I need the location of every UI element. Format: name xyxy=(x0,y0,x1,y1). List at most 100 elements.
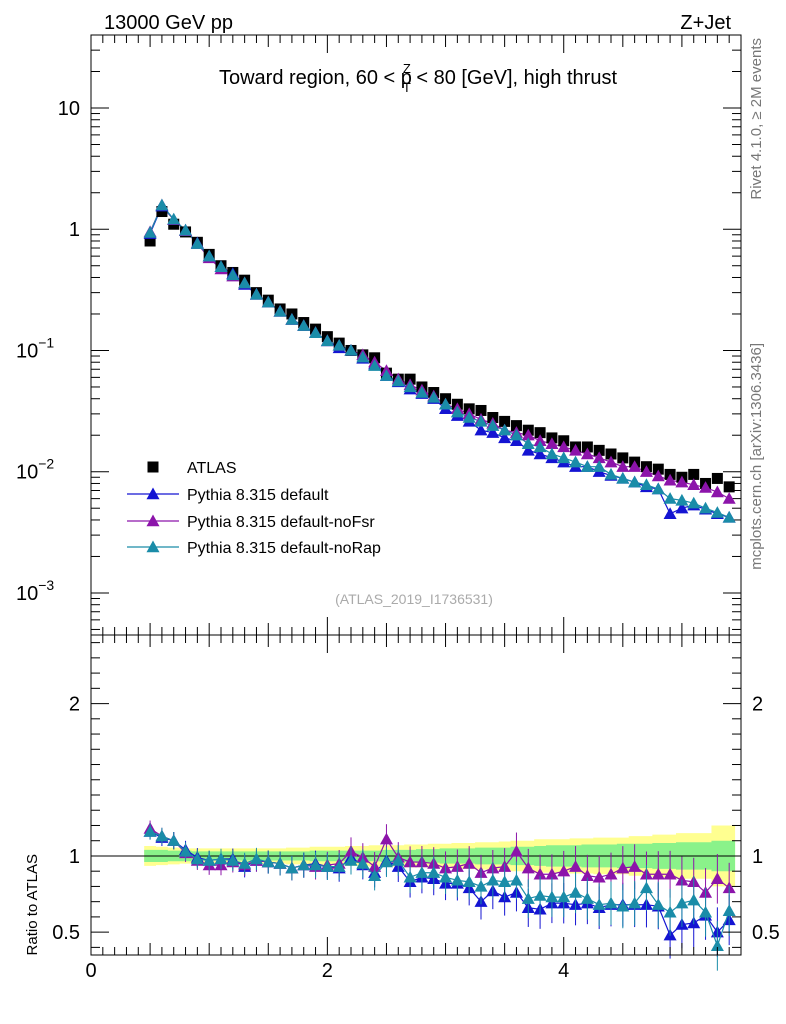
pythia-8-315-default-norap-ratio-point xyxy=(722,904,736,917)
main-y-tick-label: 10−3 xyxy=(16,577,54,605)
legend-label-pythia-8-315-default-norap: Pythia 8.315 default-noRap xyxy=(187,540,381,557)
pythia-8-315-default-norap-point xyxy=(297,319,311,331)
atlas-point xyxy=(617,452,629,464)
legend: ATLAS Pythia 8.315 default Pythia 8.315 de… xyxy=(127,460,381,557)
main-y-tick-label-exp: −3 xyxy=(38,577,54,593)
pythia-8-315-default-norap-point xyxy=(628,475,642,488)
pythia-8-315-default-norap-ratio-point xyxy=(474,879,488,892)
legend-entry-pythia-8-315-default-nofsr: Pythia 8.315 default-noFsr xyxy=(127,514,375,531)
legend-marker-pythia-8-315-default-nofsr xyxy=(146,514,160,527)
pythia-8-315-default-nofsr-ratio-point xyxy=(509,844,523,857)
pythia-8-315-default-norap-point xyxy=(651,482,665,495)
pythia-8-315-default-norap-ratio-point xyxy=(309,858,323,871)
pythia-8-315-default-norap-point xyxy=(309,326,323,338)
pythia-8-315-default-norap-point xyxy=(722,510,736,523)
pythia-8-315-default-norap-point xyxy=(190,237,204,249)
pythia-8-315-default-point xyxy=(663,507,677,519)
pythia-8-315-default-norap-ratio-point xyxy=(569,886,583,898)
pythia-8-315-default-nofsr-point xyxy=(592,451,606,464)
pythia-8-315-default-norap-ratio-point xyxy=(320,860,334,872)
legend-entry-pythia-8-315-default-norap: Pythia 8.315 default-noRap xyxy=(127,540,381,557)
pythia-8-315-default-norap-point xyxy=(143,225,157,238)
pythia-8-315-default-norap-ratio-point xyxy=(214,852,228,865)
pythia-8-315-default-norap-ratio-point xyxy=(368,869,382,881)
pythia-8-315-default-norap-ratio-point xyxy=(628,896,642,909)
pythia-8-315-default-nofsr-ratio-point xyxy=(710,872,724,885)
atlas-point xyxy=(475,404,487,416)
pythia-8-315-default-norap-point xyxy=(675,493,689,506)
pythia-8-315-default-nofsr-ratio-point xyxy=(604,867,618,880)
main-data-series xyxy=(143,198,736,523)
atlas-point xyxy=(581,441,593,453)
ratio-y-axis: 2 2 1 1 0.5 0.5 xyxy=(52,642,780,948)
analysis-watermark: (ATLAS_2019_I1736531) xyxy=(335,591,493,607)
ratio-x-tick-label: 2 xyxy=(322,960,333,982)
pythia-8-315-default-norap-point xyxy=(580,460,594,472)
main-y-tick-label: 10 xyxy=(58,98,80,120)
ratio-y-tick-label-left: 1 xyxy=(69,846,80,868)
atlas-point xyxy=(711,472,723,484)
pythia-8-315-default-norap-point xyxy=(639,478,653,490)
plot-title: Toward region, 60 < pZ T < 80 [GeV], high… xyxy=(219,61,617,95)
pythia-8-315-default-point xyxy=(533,447,547,460)
pythia-8-315-default-norap-ratio-point xyxy=(486,873,500,886)
atlas-point xyxy=(723,481,735,493)
ratio-x-tick-label: 4 xyxy=(558,960,569,982)
pythia-8-315-default-nofsr-line xyxy=(149,204,730,500)
atlas-point xyxy=(144,235,156,247)
pythia-8-315-default-nofsr-point xyxy=(639,465,653,477)
main-y-tick-label-base: 10 xyxy=(16,340,38,362)
main-y-tick-label-exp: −2 xyxy=(38,456,54,472)
pythia-8-315-default-norap-point xyxy=(238,276,252,289)
pythia-8-315-default-norap-point xyxy=(533,440,547,453)
pythia-8-315-default-norap-ratio-point xyxy=(533,889,547,901)
pythia-8-315-default-norap-point xyxy=(403,380,417,393)
pythia-8-315-default-nofsr-ratio-point xyxy=(569,860,583,872)
pythia-8-315-default-point xyxy=(675,501,689,514)
pythia-8-315-default-norap-point xyxy=(356,350,370,363)
legend-entry-pythia-8-315-default: Pythia 8.315 default xyxy=(127,487,329,504)
ratio-y-tick-label-right: 0.5 xyxy=(752,922,780,944)
pythia-8-315-default-norap-ratio-point xyxy=(344,854,358,866)
main-y-tick-label: 10−2 xyxy=(16,456,54,484)
pythia-8-315-default-nofsr-point xyxy=(722,492,736,504)
pythia-8-315-default-norap-ratio-point xyxy=(651,898,665,910)
pythia-8-315-default-norap-point xyxy=(261,295,275,308)
pythia-8-315-default-norap-ratio-point xyxy=(356,857,370,869)
ratio-data-series xyxy=(143,820,736,971)
pythia-8-315-default-norap-point xyxy=(391,374,405,387)
pythia-8-315-default-norap-ratio-point xyxy=(179,844,193,857)
pythia-8-315-default-norap-ratio-point xyxy=(580,892,594,904)
pythia-8-315-default-nofsr-point xyxy=(616,460,630,472)
pythia-8-315-default-nofsr-ratio-point xyxy=(580,869,594,881)
pythia-8-315-default-norap-point xyxy=(415,386,429,398)
pythia-8-315-default-norap-point xyxy=(557,451,571,464)
plot-title-sub: T xyxy=(403,80,411,95)
pythia-8-315-default-point xyxy=(486,426,500,438)
pythia-8-315-default-norap-point xyxy=(509,428,523,441)
pythia-8-315-default-norap-point xyxy=(545,447,559,460)
pythia-8-315-default-norap-point xyxy=(226,268,240,281)
pythia-8-315-default-norap-point xyxy=(474,414,488,427)
pythia-8-315-default-norap-ratio-point xyxy=(143,825,157,837)
pythia-8-315-default-norap-ratio-point xyxy=(439,870,453,883)
pythia-8-315-default-norap-ratio-point xyxy=(391,854,405,866)
pythia-8-315-default-nofsr-ratio-point xyxy=(592,870,606,883)
atlas-point xyxy=(652,463,664,475)
pythia-8-315-default-norap-ratio-point xyxy=(261,855,275,868)
pythia-8-315-default-norap-ratio-point xyxy=(297,858,311,871)
mcplots-source-label: mcplots.cern.ch [arXiv:1306.3436] xyxy=(748,343,765,570)
process-label: Z+Jet xyxy=(680,12,731,34)
pythia-8-315-default-norap-ratio-point xyxy=(521,892,535,904)
pythia-8-315-default-norap-ratio-point xyxy=(509,873,523,886)
pythia-8-315-default-norap-ratio-point xyxy=(415,866,429,878)
pythia-8-315-default-norap-ratio-point xyxy=(427,866,441,878)
pythia-8-315-default-norap-point xyxy=(616,471,630,484)
main-y-tick-label-base: 10 xyxy=(58,98,80,120)
ratio-y-tick-label-left: 2 xyxy=(69,694,80,716)
pythia-8-315-default-nofsr-point xyxy=(675,475,689,488)
pythia-8-315-default-norap-point xyxy=(332,338,346,351)
pythia-8-315-default-nofsr-ratio-point xyxy=(403,855,417,868)
pythia-8-315-default-norap-ratio-point xyxy=(155,829,169,842)
